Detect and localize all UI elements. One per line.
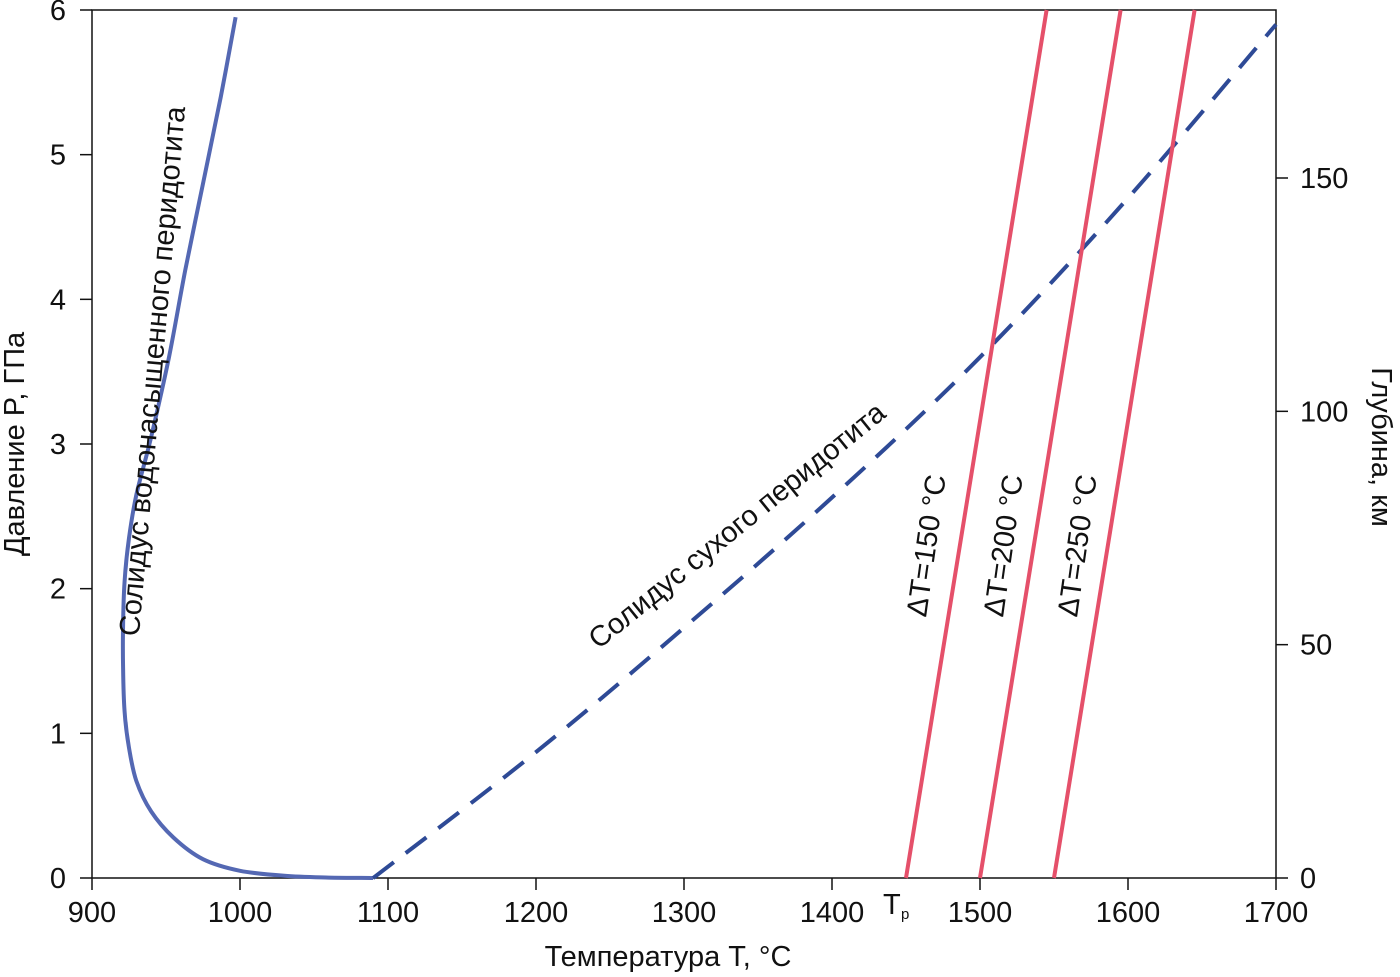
tp-label: T — [883, 889, 901, 921]
dt150-label: ΔT=150 °C — [901, 473, 953, 619]
dt250-label: ΔT=250 °C — [1052, 473, 1104, 619]
series-line-2 — [904, 9, 1049, 879]
y2-axis-title: Глубина, км — [1365, 367, 1397, 527]
x-tick-label: 1600 — [1096, 897, 1161, 929]
x-tick-label: 1700 — [1244, 897, 1309, 929]
y2-tick-label: 0 — [1300, 863, 1316, 895]
y2-tick-label: 50 — [1300, 630, 1332, 662]
axis-ticks: 900 1000 1100 1200 1300 1400 1500 1600 170001234… — [50, 0, 1349, 929]
y-tick-label: 4 — [50, 284, 66, 316]
y-tick-label: 3 — [50, 429, 66, 461]
y2-tick-label: 150 — [1300, 163, 1348, 195]
series-line-3 — [978, 9, 1123, 879]
x-tick-label: 1000 — [208, 897, 273, 929]
series-line-1 — [371, 23, 1278, 880]
y-tick-label: 0 — [50, 863, 66, 895]
series-line-4 — [1052, 9, 1197, 879]
y-tick-label: 1 — [50, 718, 66, 750]
x-tick-label: 1300 — [652, 897, 717, 929]
y-tick-label: 2 — [50, 574, 66, 606]
x-tick-label: 1200 — [504, 897, 569, 929]
series-curves — [120, 9, 1278, 880]
y-axis-title: Давление P, ГПа — [0, 331, 31, 556]
tp-subscript: p — [901, 906, 909, 923]
x-tick-label: 1500 — [948, 897, 1013, 929]
wet-solidus-label: Солидус водонасыщенного перидотита — [114, 104, 192, 637]
x-axis-title: Температура T, °C — [545, 941, 792, 973]
x-tick-label: 900 — [68, 897, 116, 929]
x-tick-label: 1400 — [800, 897, 865, 929]
y-tick-label: 6 — [50, 0, 66, 27]
y2-tick-label: 100 — [1300, 396, 1348, 428]
x-tick-label: 1100 — [357, 897, 419, 929]
dry-solidus-label: Солидус сухого перидотита — [583, 396, 893, 655]
series-line-0 — [120, 16, 374, 880]
dt200-label: ΔT=200 °C — [978, 473, 1030, 619]
y-tick-label: 5 — [50, 140, 66, 172]
